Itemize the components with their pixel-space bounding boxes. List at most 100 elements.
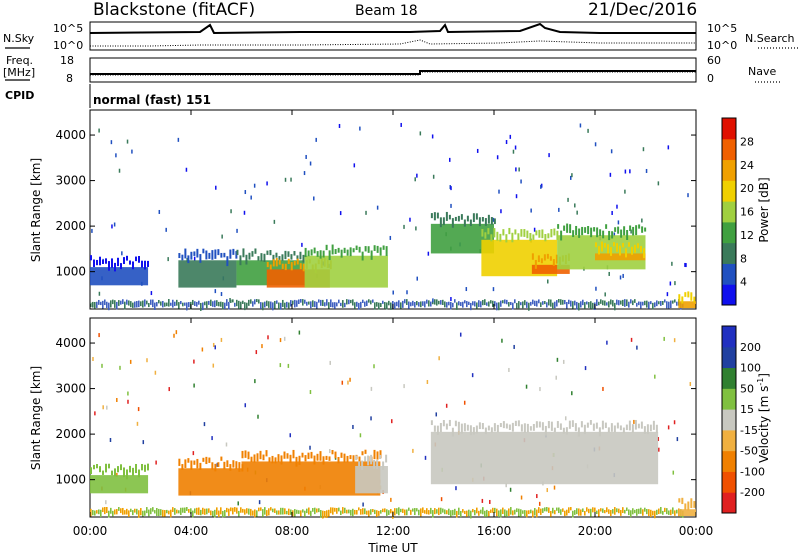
velocity-ground-mark <box>676 509 678 514</box>
velocity-echo-speckle <box>604 422 607 429</box>
velocity-echo-speckle <box>307 452 310 460</box>
velocity-ground-mark <box>652 510 654 516</box>
power-ground-mark <box>576 301 578 310</box>
power-ground-mark <box>436 299 438 306</box>
power-echo-speckle <box>235 251 238 259</box>
power-ground-mark <box>204 301 206 306</box>
power-noise-mark <box>449 157 451 162</box>
velocity-echo-speckle <box>108 463 110 469</box>
velocity-noise-mark <box>352 424 354 429</box>
power-echo-speckle <box>520 229 523 237</box>
velocity-ground-mark <box>274 508 276 513</box>
power-noise-mark <box>624 189 626 194</box>
power-ground-mark <box>284 302 286 310</box>
velocity-ground-mark <box>564 510 566 517</box>
velocity-ground-mark <box>268 508 270 516</box>
power-ground-mark <box>444 301 446 308</box>
power-ground-mark <box>562 299 564 305</box>
power-echo-speckle <box>457 215 460 222</box>
power-echo-speckle <box>475 213 478 220</box>
power-ground-mark <box>516 302 518 309</box>
power-ground-mark <box>652 302 654 310</box>
velocity-ground-mark <box>448 508 450 515</box>
power-echo-speckle <box>523 229 526 237</box>
velocity-ground-mark <box>290 509 292 515</box>
power-colorbar-tick: 28 <box>740 135 754 148</box>
velocity-echo-speckle <box>430 420 433 426</box>
velocity-echo-speckle <box>690 498 693 509</box>
velocity-echo-speckle <box>678 498 681 503</box>
power-ground-mark <box>230 299 232 303</box>
velocity-ground-mark <box>300 510 302 517</box>
power-noise-mark <box>629 169 631 174</box>
power-echo-speckle <box>644 227 647 232</box>
power-echo-speckle <box>540 258 543 264</box>
velocity-noise-mark <box>98 333 100 338</box>
power-ground-mark <box>430 301 432 307</box>
velocity-noise-mark <box>244 403 247 408</box>
velocity-echo-speckle <box>331 450 334 455</box>
velocity-ground-mark <box>250 508 252 516</box>
velocity-noise-mark <box>584 366 587 371</box>
power-echo-speckle <box>299 263 302 270</box>
power-ground-mark <box>544 301 546 305</box>
velocity-ground-mark <box>450 510 452 517</box>
power-ground-mark <box>348 299 350 305</box>
velocity-echo-speckle <box>469 425 472 436</box>
power-ground-mark <box>116 301 118 310</box>
power-echo-speckle <box>490 234 493 242</box>
nsearch-scale-top: 10^5 <box>707 22 737 35</box>
power-ground-mark <box>380 302 382 308</box>
power-ground-mark <box>608 301 610 308</box>
velocity-noise-mark <box>119 365 121 370</box>
velocity-ground-mark <box>372 509 374 513</box>
power-ground-mark <box>248 299 250 306</box>
power-echo-speckle <box>184 248 187 259</box>
velocity-noise-mark <box>237 501 239 506</box>
power-ground-mark <box>482 299 484 306</box>
power-noise-mark <box>666 292 669 297</box>
power-ground-mark <box>180 300 182 305</box>
velocity-ground-mark <box>136 508 138 515</box>
velocity-noise-mark <box>92 356 94 361</box>
velocity-ground-mark <box>606 507 608 513</box>
velocity-ground-mark <box>114 509 116 515</box>
velocity-noise-mark <box>225 442 228 447</box>
velocity-echo-speckle <box>460 423 463 434</box>
velocity-echo-speckle <box>568 420 571 429</box>
power-ground-mark <box>550 299 552 307</box>
power-noise-mark <box>657 181 660 186</box>
velocity-echo-speckle <box>379 454 382 460</box>
power-echo-speckle <box>236 249 239 255</box>
power-noise-mark <box>622 273 624 278</box>
power-ground-mark <box>518 301 520 309</box>
power-ground-mark <box>322 299 324 306</box>
power-noise-mark <box>389 235 392 240</box>
velocity-echo-speckle <box>217 462 220 467</box>
velocity-ground-mark <box>584 510 586 516</box>
power-echo-speckle <box>549 256 552 261</box>
velocity-ground-mark <box>440 507 442 515</box>
velocity-ground-mark <box>674 510 676 516</box>
power-noise-mark <box>419 131 422 136</box>
velocity-echo-speckle <box>238 462 241 472</box>
power-ground-mark <box>126 299 128 305</box>
velocity-ground-mark <box>572 510 574 518</box>
velocity-noise-mark <box>94 411 96 416</box>
velocity-echo-speckle <box>364 449 367 454</box>
velocity-echo-speckle <box>580 421 583 428</box>
power-ground-mark <box>526 301 528 308</box>
velocity-ground-mark <box>610 510 612 516</box>
velocity-ground-mark <box>230 507 232 512</box>
velocity-noise-mark <box>193 359 195 364</box>
velocity-echo-speckle <box>436 425 439 435</box>
power-ground-mark <box>626 299 628 307</box>
velocity-ground-mark <box>182 507 184 513</box>
velocity-ground-mark <box>368 510 370 517</box>
velocity-ground-mark <box>508 508 510 516</box>
velocity-noise-mark <box>193 383 195 388</box>
velocity-ground-mark <box>272 508 274 513</box>
velocity-echo-speckle <box>442 420 445 427</box>
velocity-ground-mark <box>234 507 236 512</box>
velocity-ground-mark <box>594 507 596 512</box>
